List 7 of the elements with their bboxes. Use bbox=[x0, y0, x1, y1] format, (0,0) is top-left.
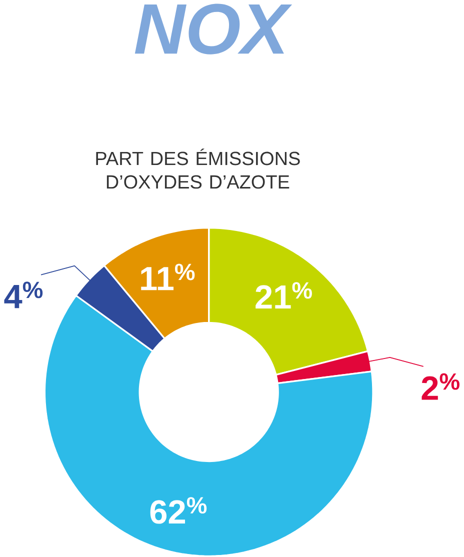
data-label: 2$^{%}$ bbox=[422, 373, 460, 400]
data-label: 21$^{%}$ bbox=[255, 282, 312, 309]
data-label: 4$^{%}$ bbox=[4, 282, 42, 308]
data-label: 62$^{%}$ bbox=[150, 497, 206, 524]
data-label: 11$^{%}$ bbox=[140, 264, 194, 290]
chart-title: NOX bbox=[134, 4, 292, 54]
chart-subtitle: PART DES ÉMISSIONS D’OXYDES D’AZOTE bbox=[96, 148, 300, 189]
